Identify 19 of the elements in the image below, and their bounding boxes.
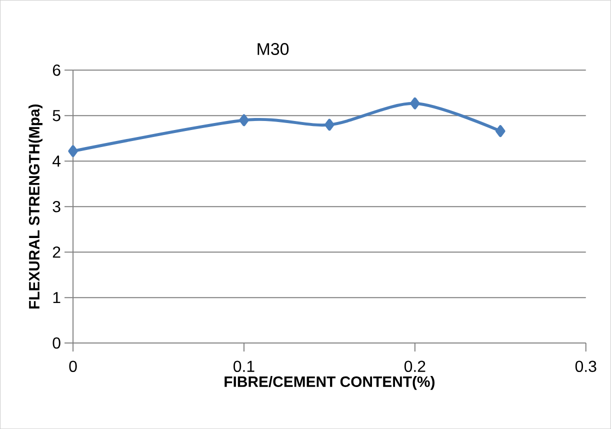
point [496, 125, 506, 138]
x-tick-label: 0 [69, 360, 77, 372]
x-axis-title: FIBRE/CEMENT CONTENT(%) [224, 376, 434, 390]
y-tick-label: 5 [52, 110, 60, 122]
y-axis-title: FLEXURAL STRENGTH(Mpa) [28, 104, 42, 308]
y-tick-label: 1 [53, 292, 60, 303]
chart-title: M30 [258, 42, 289, 55]
y-tick-label: 0 [52, 337, 60, 349]
point [239, 114, 249, 126]
point [410, 97, 420, 110]
point [68, 145, 78, 158]
x-tick-label: 0.2 [404, 360, 426, 372]
y-tick-label: 6 [52, 64, 60, 76]
x-tick-label: 0.3 [575, 360, 596, 372]
point [324, 118, 334, 131]
y-tick-label: 4 [52, 156, 61, 167]
y-tick-label: 3 [52, 200, 60, 212]
x-tick-label: 0.1 [234, 360, 254, 372]
y-tick-label: 2 [52, 246, 60, 258]
